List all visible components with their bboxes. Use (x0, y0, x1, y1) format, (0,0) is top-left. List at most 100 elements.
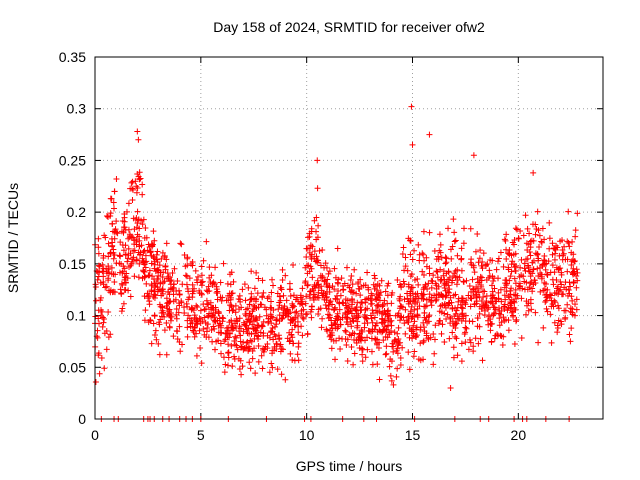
data-point (273, 346, 280, 353)
data-point (184, 285, 191, 292)
data-point (318, 324, 325, 331)
data-point (201, 314, 208, 321)
data-point (99, 308, 106, 315)
data-point (175, 309, 182, 316)
data-point (505, 266, 512, 273)
data-point (364, 334, 371, 341)
data-point (188, 304, 195, 311)
data-point (323, 281, 330, 288)
data-point (501, 284, 508, 291)
data-point (373, 340, 380, 347)
data-point (342, 327, 349, 334)
data-point (138, 217, 145, 224)
data-point (442, 260, 449, 267)
data-point (539, 225, 546, 232)
data-point (174, 328, 181, 335)
data-point (452, 333, 459, 340)
data-point (402, 330, 409, 337)
data-point (315, 306, 322, 313)
data-point (449, 277, 456, 284)
data-point (246, 359, 253, 366)
data-point (197, 319, 204, 326)
data-point (245, 284, 252, 291)
data-point (466, 336, 473, 343)
data-point (357, 304, 364, 311)
data-point (570, 279, 577, 286)
data-point (95, 352, 102, 359)
data-point (224, 349, 231, 356)
data-point (438, 291, 445, 298)
data-point (447, 294, 454, 301)
data-point (317, 262, 324, 269)
data-point (214, 290, 221, 297)
data-point (258, 352, 265, 359)
data-point (116, 269, 123, 276)
data-point (102, 284, 109, 291)
data-point (211, 314, 218, 321)
data-point (479, 357, 486, 364)
data-point (501, 236, 508, 243)
data-point (314, 157, 321, 164)
data-point (403, 317, 410, 324)
data-point (193, 302, 200, 309)
data-point (125, 245, 132, 252)
data-point (238, 343, 245, 350)
data-point (355, 310, 362, 317)
data-point (454, 252, 461, 259)
data-point (471, 269, 478, 276)
data-point (462, 339, 469, 346)
data-point (189, 262, 196, 269)
data-point (232, 341, 239, 348)
data-point (237, 298, 244, 305)
data-point (198, 279, 205, 286)
data-point (103, 328, 110, 335)
data-point (572, 227, 579, 234)
data-point (197, 307, 204, 314)
data-point (276, 312, 283, 319)
data-point (458, 358, 465, 365)
data-point (502, 237, 509, 244)
data-point (550, 281, 557, 288)
data-point (110, 199, 117, 206)
data-point (334, 310, 341, 317)
chart-title: Day 158 of 2024, SRMTID for receiver ofw… (213, 19, 485, 35)
data-point (449, 273, 456, 280)
data-point (384, 308, 391, 315)
data-point (574, 210, 581, 217)
data-point (561, 284, 568, 291)
data-point (338, 275, 345, 282)
data-point (402, 254, 409, 261)
data-point (110, 255, 117, 262)
data-point (273, 317, 280, 324)
data-point (251, 345, 258, 352)
data-point (254, 317, 261, 324)
data-point (372, 322, 379, 329)
data-point (422, 303, 429, 310)
data-point (547, 311, 554, 318)
data-point (374, 287, 381, 294)
data-point (248, 312, 255, 319)
data-point (414, 311, 421, 318)
data-point (555, 305, 562, 312)
data-point (308, 303, 315, 310)
data-point (572, 233, 579, 240)
data-point (105, 269, 112, 276)
data-point (136, 225, 143, 232)
data-point (184, 303, 191, 310)
data-point (501, 303, 508, 310)
data-point (348, 296, 355, 303)
data-point (141, 317, 148, 324)
data-point (379, 320, 386, 327)
data-point (372, 336, 379, 343)
data-point (176, 302, 183, 309)
data-point (151, 265, 158, 272)
data-point (269, 276, 276, 283)
data-point (457, 301, 464, 308)
data-point (536, 244, 543, 251)
data-point (517, 264, 524, 271)
data-point (469, 276, 476, 283)
data-point (512, 225, 519, 232)
data-point (213, 283, 220, 290)
data-point (204, 288, 211, 295)
data-point (200, 257, 207, 264)
